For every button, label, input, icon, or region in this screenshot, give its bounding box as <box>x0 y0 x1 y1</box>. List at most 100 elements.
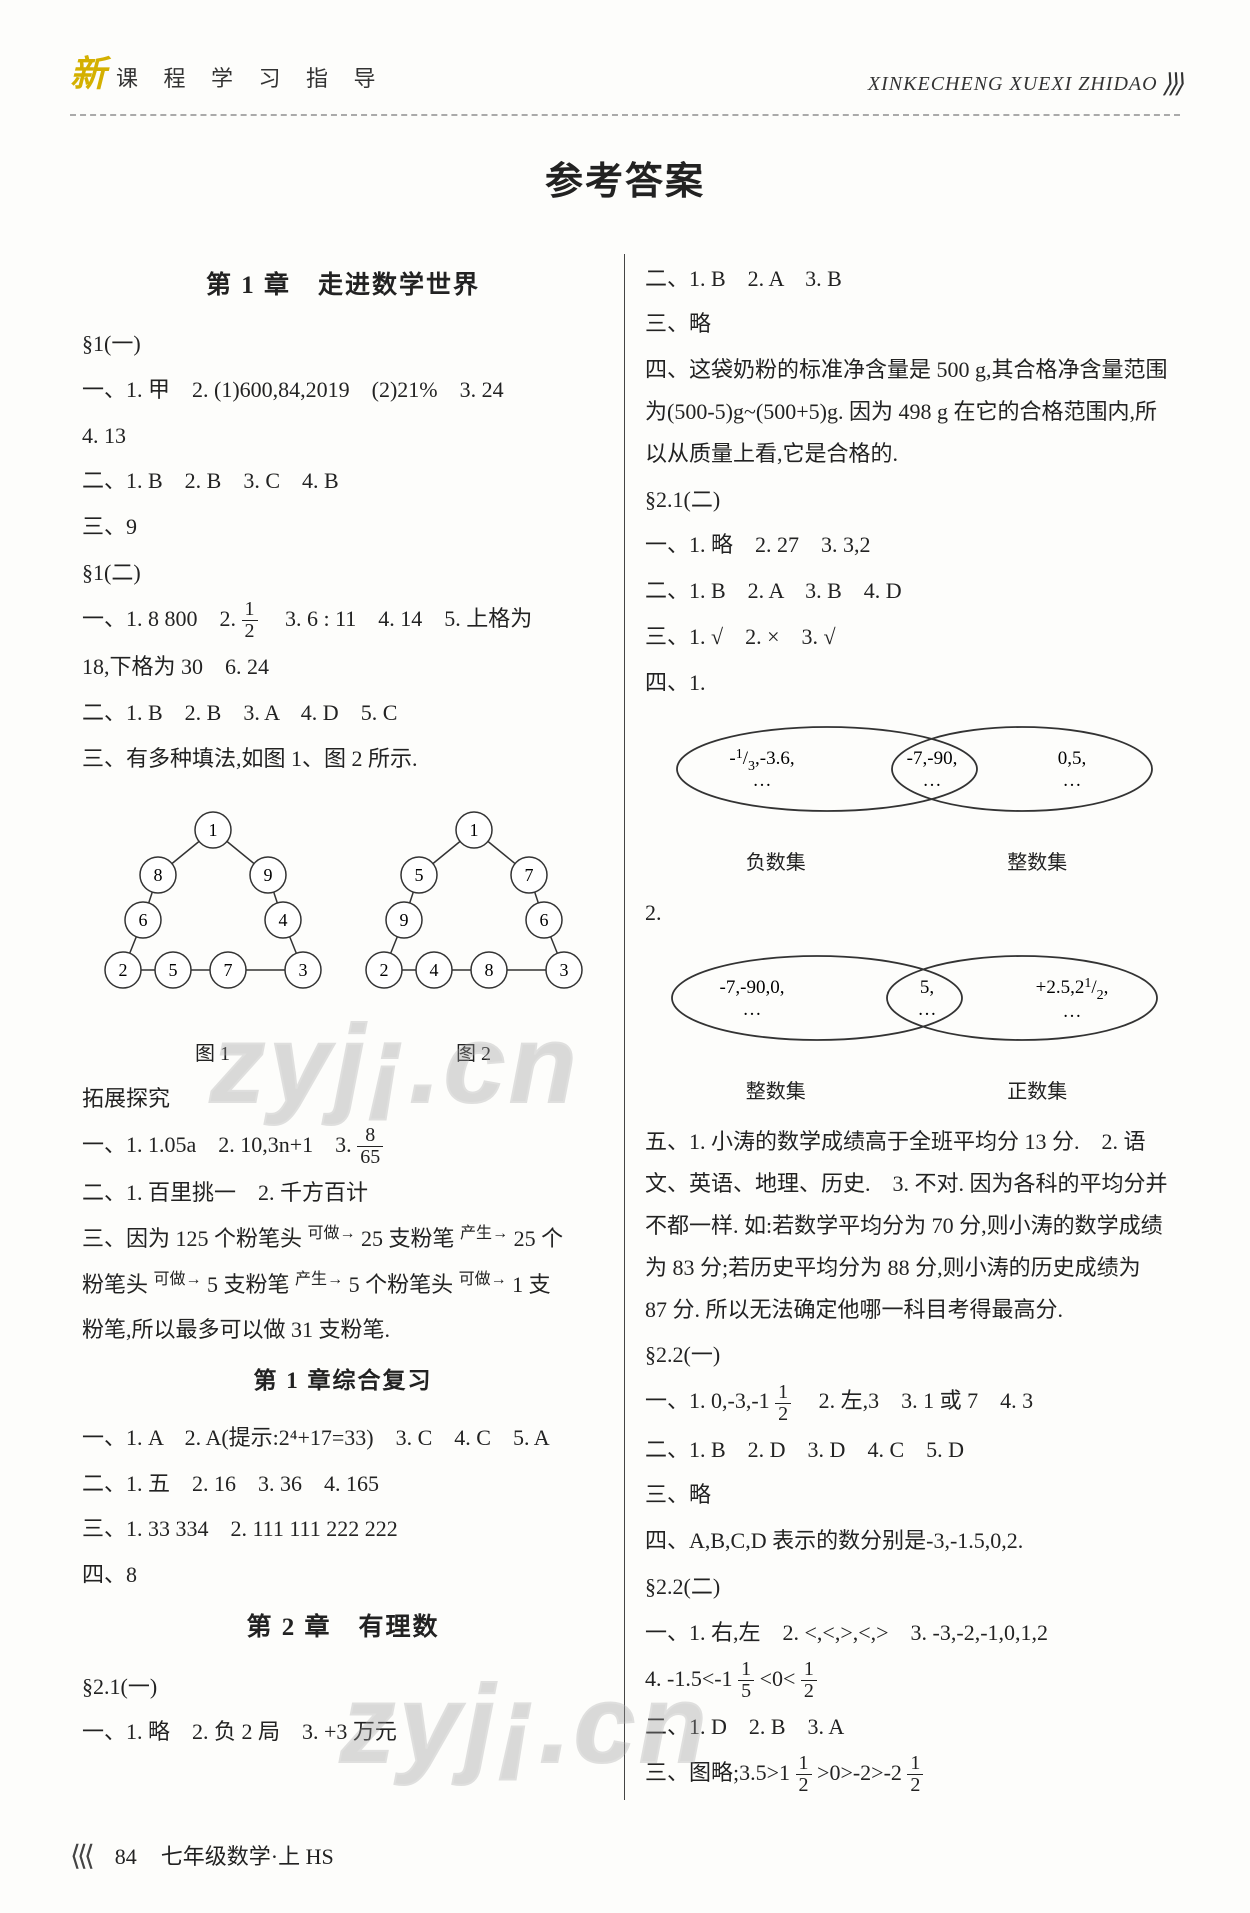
venn2-num: 2. <box>645 892 1168 934</box>
svg-text:+2.5,21/2,: +2.5,21/2, <box>1035 976 1108 1003</box>
tree-2: 1 5 7 9 6 2 4 8 3 图 2 <box>359 795 589 1073</box>
frac-8-65: 865 <box>357 1125 383 1168</box>
svg-text:3: 3 <box>298 960 307 980</box>
s22-2-l4a: 三、图略;3.5>1 <box>645 1760 790 1785</box>
s22-1-l4: 四、A,B,C,D 表示的数分别是-3,-1.5,0,2. <box>645 1520 1168 1562</box>
footer-chevrons-icon: ⟨⟨⟨ <box>70 1830 91 1883</box>
arrow-icon: 可做→ <box>154 1271 202 1288</box>
s22-2-l2a: 4. -1.5<-1 <box>645 1666 733 1691</box>
content-columns: 第 1 章 走进数学世界 §1(一) 一、1. 甲 2. (1)600,84,2… <box>70 254 1180 1801</box>
s1-1-l1: 一、1. 甲 2. (1)600,84,2019 (2)21% 3. 24 <box>82 369 604 411</box>
frac-1-2d: 12 <box>796 1753 812 1796</box>
s1-1-l2: 4. 13 <box>82 415 604 457</box>
s22-1-l3: 三、略 <box>645 1474 1168 1516</box>
venn-1: -1/3,-3.6, … -7,-90,… 0,5,… 负数集 整数集 <box>645 714 1168 882</box>
main-title: 参考答案 <box>70 146 1180 218</box>
s22-1-l2: 二、1. B 2. D 3. D 4. C 5. D <box>645 1429 1168 1471</box>
s1-1-l4: 三、9 <box>82 506 604 548</box>
svg-text:…: … <box>1062 770 1081 791</box>
exp-l4: 粉笔头 可做→ 5 支粉笔 产生→ 5 个粉笔头 可做→ 1 支 <box>82 1264 604 1306</box>
s21-2-l3: 三、1. √ 2. × 3. √ <box>645 616 1168 658</box>
svg-text:2: 2 <box>379 960 388 980</box>
exp-l4d: 1 支 <box>512 1272 551 1297</box>
ch1-review-title: 第 1 章综合复习 <box>82 1359 604 1403</box>
s21-2-l2: 二、1. B 2. A 3. B 4. D <box>645 570 1168 612</box>
svg-text:0,5,: 0,5, <box>1057 748 1086 769</box>
r-l1: 二、1. B 2. A 3. B <box>645 258 1168 300</box>
s21-1-l1: 一、1. 略 2. 负 2 局 3. +3 万元 <box>82 1711 604 1753</box>
venn1-label-l: 负数集 <box>746 844 806 882</box>
venn-2: -7,-90,0,… 5,… +2.5,21/2, … 整数集 正数集 <box>645 943 1168 1111</box>
exp-l1a: 一、1. 1.05a 2. 10,3n+1 3. <box>82 1132 357 1157</box>
s21-2-head: §2.1(二) <box>645 479 1168 521</box>
s22-2-l3: 二、1. D 2. B 3. A <box>645 1706 1168 1748</box>
s21-2-l1: 一、1. 略 2. 27 3. 3,2 <box>645 524 1168 566</box>
s22-1-head: §2.2(一) <box>645 1334 1168 1376</box>
s22-2-l4b: >0>-2>-2 <box>817 1760 902 1785</box>
svg-text:7: 7 <box>223 960 232 980</box>
arrow-icon: 可做→ <box>308 1225 356 1242</box>
svg-text:8: 8 <box>484 960 493 980</box>
s22-1-l1b: 2. 左,3 3. 1 或 7 4. 3 <box>797 1388 1034 1413</box>
exp-l1: 一、1. 1.05a 2. 10,3n+1 3. 865 <box>82 1124 604 1168</box>
svg-text:7: 7 <box>524 865 533 885</box>
s1-1-l3: 二、1. B 2. B 3. C 4. B <box>82 460 604 502</box>
arrow-icon: 产生→ <box>460 1225 508 1242</box>
svg-text:8: 8 <box>153 865 162 885</box>
header-right: XINKECHENG XUEXI ZHIDAO ⟩⟩⟩ <box>868 59 1180 108</box>
venn1-label-r: 整数集 <box>1007 844 1067 882</box>
header-pinyin: XINKECHENG XUEXI ZHIDAO <box>868 65 1158 103</box>
venn2-label-r: 正数集 <box>1007 1073 1067 1111</box>
s22-2-head: §2.2(二) <box>645 1566 1168 1608</box>
s22-1-l1a: 一、1. 0,-3,-1 <box>645 1388 770 1413</box>
venn-2-labels: 整数集 正数集 <box>645 1073 1168 1111</box>
frac-1-2: 12 <box>242 599 258 642</box>
frac-1-5: 15 <box>738 1659 754 1702</box>
exp-l4c: 5 个粉笔头 <box>349 1272 454 1297</box>
ch2-title: 第 2 章 有理数 <box>82 1604 604 1652</box>
s22-2-l1: 一、1. 右,左 2. <,<,>,<,> 3. -3,-2,-1,0,1,2 <box>645 1612 1168 1654</box>
venn-1-labels: 负数集 整数集 <box>645 844 1168 882</box>
header-left: 新 课 程 学 习 指 导 <box>70 40 386 108</box>
exp-l4a: 粉笔头 <box>82 1272 148 1297</box>
r-l3: 四、这袋奶粉的标准净含量是 500 g,其合格净含量范围为(500-5)g~(5… <box>645 349 1168 474</box>
svg-text:…: … <box>1062 1001 1081 1022</box>
r-five: 五、1. 小涛的数学成绩高于全班平均分 13 分. 2. 语文、英语、地理、历史… <box>645 1121 1168 1330</box>
arrow-icon: 可做→ <box>459 1271 507 1288</box>
expand-head: 拓展探究 <box>82 1078 604 1120</box>
s1-2-l2: 18,下格为 30 6. 24 <box>82 646 604 688</box>
svg-text:5,: 5, <box>919 977 933 998</box>
svg-text:…: … <box>742 999 761 1020</box>
frac-1-2e: 12 <box>907 1753 923 1796</box>
svg-text:9: 9 <box>399 910 408 930</box>
exp-l2: 二、1. 百里挑一 2. 千方百计 <box>82 1172 604 1214</box>
svg-text:-7,-90,0,: -7,-90,0, <box>719 977 784 998</box>
svg-text:2: 2 <box>118 960 127 980</box>
svg-text:4: 4 <box>278 910 287 930</box>
page-footer: ⟨⟨⟨ 84 七年级数学·上 HS <box>70 1830 1180 1883</box>
footer-text: 七年级数学·上 HS <box>161 1836 334 1878</box>
header-chevrons-icon: ⟩⟩⟩ <box>1162 59 1180 108</box>
rev-l2: 二、1. 五 2. 16 3. 36 4. 165 <box>82 1463 604 1505</box>
venn-2-svg: -7,-90,0,… 5,… +2.5,21/2, … <box>652 943 1162 1063</box>
arrow-icon: 产生→ <box>295 1271 343 1288</box>
venn2-label-l: 整数集 <box>746 1073 806 1111</box>
svg-text:…: … <box>922 770 941 791</box>
rev-l4: 四、8 <box>82 1554 604 1596</box>
s1-2-l3: 二、1. B 2. B 3. A 4. D 5. C <box>82 692 604 734</box>
rev-l1: 一、1. A 2. A(提示:2⁴+17=33) 3. C 4. C 5. A <box>82 1417 604 1459</box>
exp-l4b: 5 支粉笔 <box>207 1272 290 1297</box>
venn-1-svg: -1/3,-3.6, … -7,-90,… 0,5,… <box>652 714 1162 834</box>
xin-char: 新 <box>70 40 106 108</box>
rev-l3: 三、1. 33 334 2. 111 111 222 222 <box>82 1508 604 1550</box>
exp-l3a: 三、因为 125 个粉笔头 <box>82 1226 302 1251</box>
exp-l3: 三、因为 125 个粉笔头 可做→ 25 支粉笔 产生→ 25 个 <box>82 1218 604 1260</box>
exp-l3b: 25 支粉笔 <box>361 1226 455 1251</box>
tree-1-label: 图 1 <box>98 1035 328 1073</box>
s1-2-l1b: 3. 6 : 11 4. 14 5. 上格为 <box>263 606 532 631</box>
svg-text:1: 1 <box>469 820 478 840</box>
right-column: 二、1. B 2. A 3. B 三、略 四、这袋奶粉的标准净含量是 500 g… <box>625 254 1180 1801</box>
tree-1-svg: 1 8 9 6 4 2 5 7 3 <box>98 805 328 1025</box>
tree-diagrams: 1 8 9 6 4 2 5 7 3 图 1 <box>82 795 604 1073</box>
footer-page-number: 84 <box>115 1836 137 1878</box>
